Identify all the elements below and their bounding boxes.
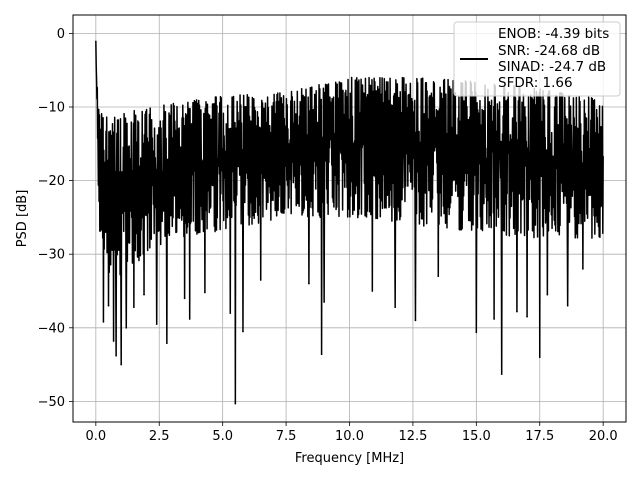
psd-dip-point xyxy=(259,279,262,281)
x-tick-label: 0.0 xyxy=(85,429,106,444)
psd-dip-point xyxy=(183,297,186,300)
psd-dip-point xyxy=(204,291,206,294)
y-tick-label: −20 xyxy=(38,174,65,189)
y-axis-label: PSD [dB] xyxy=(15,190,30,248)
psd-dip-point xyxy=(308,282,310,285)
x-axis-label: Frequency [MHz] xyxy=(295,451,404,466)
psd-dip-point xyxy=(566,304,569,307)
legend-entry-sfdr: SFDR: 1.66 xyxy=(498,75,573,91)
x-tick-label: 15.0 xyxy=(462,429,491,444)
psd-dip-point xyxy=(166,342,168,345)
psd-dip-point xyxy=(155,323,158,325)
x-tick-label: 12.5 xyxy=(398,429,427,444)
psd-trace xyxy=(95,40,604,405)
psd-dip-point xyxy=(112,340,115,342)
legend-entry-snr: SNR: -24.68 dB xyxy=(498,43,600,59)
psd-dip-point xyxy=(102,321,105,323)
y-tick-label: −50 xyxy=(38,395,65,410)
x-tick-label: 2.5 xyxy=(149,429,170,444)
psd-dip-point xyxy=(414,319,417,322)
y-tick-label: −10 xyxy=(38,100,65,115)
x-tick-label: 5.0 xyxy=(212,429,233,444)
psd-dip-point xyxy=(526,315,528,318)
psd-dip-point xyxy=(229,312,232,314)
psd-dip-point xyxy=(500,373,503,375)
y-axis-ticks: 0 −10 −20 −30 −40 −50 xyxy=(38,27,73,410)
y-tick-label: 0 xyxy=(57,27,65,42)
psd-dip-point xyxy=(234,402,237,405)
psd-dip-point xyxy=(493,318,495,320)
psd-dip-point xyxy=(516,310,518,313)
legend-entry-enob: ENOB: -4.39 bits xyxy=(498,26,609,42)
psd-dip-point xyxy=(582,268,584,270)
psd-dip-point xyxy=(394,306,396,308)
y-tick-label: −40 xyxy=(38,321,65,336)
legend-box xyxy=(453,21,621,97)
psd-dip-point xyxy=(323,301,325,303)
psd-dip-point xyxy=(320,353,323,356)
psd-dip-point xyxy=(475,331,478,334)
x-tick-label: 20.0 xyxy=(589,429,618,444)
psd-dip-point xyxy=(538,356,541,359)
x-tick-label: 7.5 xyxy=(276,429,297,444)
psd-dip-point xyxy=(120,363,122,366)
psd-dip-point xyxy=(143,293,145,296)
legend-entry-sinad: SINAD: -24.7 dB xyxy=(498,59,606,75)
psd-dip-point xyxy=(371,290,374,292)
y-tick-label: −30 xyxy=(38,248,65,263)
x-axis-ticks: 0.0 2.5 5.0 7.5 10.0 12.5 15.0 17.5 20.0 xyxy=(85,422,618,444)
psd-dip-point xyxy=(188,318,191,320)
legend: ENOB: -4.39 bits SNR: -24.68 dB SINAD: -… xyxy=(453,21,621,97)
psd-dip-point xyxy=(107,304,110,307)
psd-dip-point xyxy=(437,275,440,278)
x-tick-label: 10.0 xyxy=(335,429,364,444)
psd-dip-point xyxy=(115,354,117,357)
x-tick-label: 17.5 xyxy=(525,429,554,444)
psd-series-line xyxy=(95,40,604,405)
psd-dip-point xyxy=(546,293,549,296)
psd-dip-point xyxy=(242,330,244,333)
psd-dip-point xyxy=(133,306,135,308)
psd-dip-point xyxy=(125,326,128,329)
